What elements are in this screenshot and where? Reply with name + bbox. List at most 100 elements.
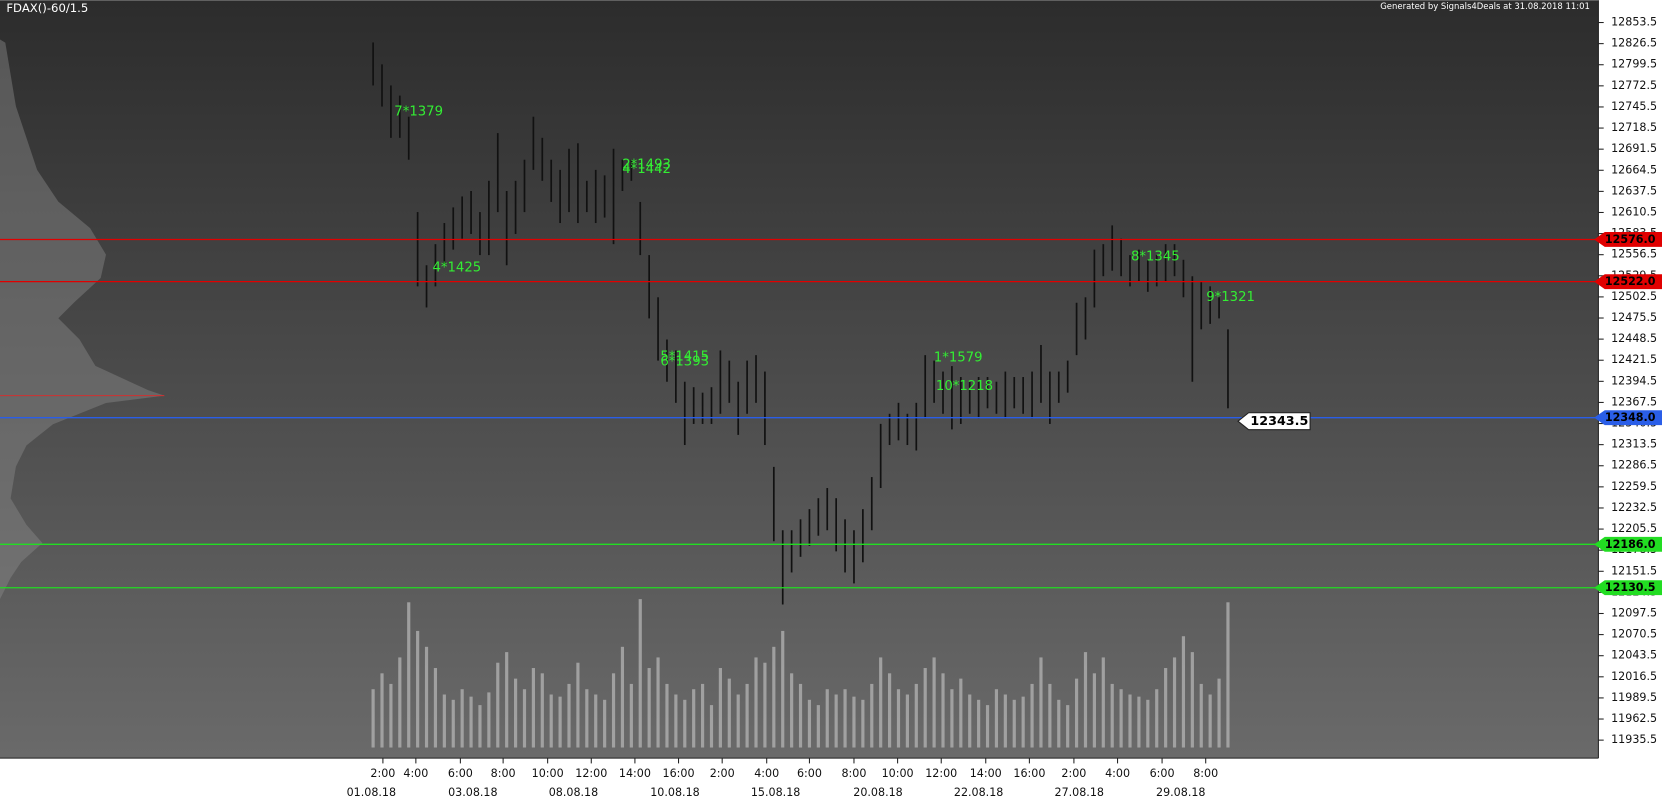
volume-bar xyxy=(870,683,874,748)
y-tick-label: 12664.5 xyxy=(1611,163,1657,176)
volume-bar xyxy=(985,705,990,748)
volume-bar xyxy=(1119,689,1123,748)
volume-bar xyxy=(531,668,535,748)
volume-bar xyxy=(887,673,892,748)
trade-annotation: 10*1218 xyxy=(936,379,993,394)
y-tick-label: 12421.5 xyxy=(1611,353,1657,366)
x-date-label: 20.08.18 xyxy=(853,786,902,799)
volume-bar xyxy=(1164,668,1168,748)
y-tick-label: 12718.5 xyxy=(1611,121,1657,134)
volume-bar xyxy=(896,689,901,748)
y-tick-label: 12853.5 xyxy=(1611,16,1657,29)
trade-annotation: 7*1379 xyxy=(394,105,443,120)
volume-bar xyxy=(505,652,509,748)
x-tick-label: 14:00 xyxy=(970,767,1002,780)
x-tick-label: 6:00 xyxy=(1150,767,1175,780)
volume-bar xyxy=(1057,699,1061,748)
volume-bar xyxy=(1181,636,1186,748)
chart-subtitle: Generated by Signals4Deals at 31.08.2018… xyxy=(1380,1,1590,11)
level-label: 12522.0 xyxy=(1605,275,1656,288)
level-marker xyxy=(1594,232,1662,247)
y-tick-label: 12286.5 xyxy=(1611,459,1657,472)
volume-bar xyxy=(1003,694,1007,748)
y-tick-label: 12151.5 xyxy=(1611,564,1657,577)
x-date-label: 10.08.18 xyxy=(650,786,699,799)
volume-bar xyxy=(380,673,384,748)
volume-bar xyxy=(709,705,714,748)
volume-bar xyxy=(905,694,909,748)
trade-annotation: 4*1442 xyxy=(622,162,671,177)
volume-bar xyxy=(834,694,838,748)
volume-bar xyxy=(959,678,963,748)
y-tick-label: 12637.5 xyxy=(1611,184,1657,197)
trade-annotation: 4*1425 xyxy=(432,260,481,275)
volume-bar xyxy=(1092,673,1096,748)
x-date-label: 03.08.18 xyxy=(448,786,497,799)
volume-bar xyxy=(460,689,464,748)
y-tick-label: 12016.5 xyxy=(1611,670,1657,683)
volume-bar xyxy=(683,699,687,748)
y-tick-label: 12502.5 xyxy=(1611,290,1657,303)
volume-bar xyxy=(442,694,446,748)
level-marker xyxy=(1594,274,1662,290)
volume-bar xyxy=(389,683,393,748)
y-tick-label: 12826.5 xyxy=(1611,37,1657,50)
volume-bar xyxy=(1101,657,1105,748)
x-tick-label: 6:00 xyxy=(797,767,822,780)
volume-bar xyxy=(416,630,420,748)
trade-annotation: 5*1415 xyxy=(660,349,709,364)
volume-bar xyxy=(1199,683,1203,748)
volume-bar xyxy=(977,699,981,748)
last-price-box xyxy=(1237,412,1311,431)
volume-bar xyxy=(1110,683,1114,748)
volume-bar xyxy=(1048,683,1052,748)
y-tick-label: 12097.5 xyxy=(1611,606,1657,619)
volume-bar xyxy=(1021,696,1025,748)
y-tick-label: 12232.5 xyxy=(1611,501,1657,514)
volume-bar xyxy=(585,689,589,748)
volume-bar xyxy=(513,678,518,748)
x-date-label: 29.08.18 xyxy=(1156,786,1205,799)
volume-bar xyxy=(1030,683,1034,748)
trade-annotation: 2*1493 xyxy=(622,158,671,173)
volume-bar xyxy=(1217,678,1221,748)
x-date-label: 22.08.18 xyxy=(954,786,1003,799)
volume-bar xyxy=(923,668,927,748)
volume-bar xyxy=(861,699,865,748)
level-label: 12348.0 xyxy=(1605,411,1656,424)
volume-bar xyxy=(1137,696,1141,748)
plot-background xyxy=(0,0,1599,759)
volume-bar xyxy=(522,689,527,748)
volume-bar xyxy=(656,657,660,748)
y-tick-label: 12610.5 xyxy=(1611,205,1657,218)
volume-bar xyxy=(852,696,856,748)
y-tick-label: 11989.5 xyxy=(1611,691,1657,704)
volume-bar xyxy=(879,657,883,748)
volume-bar xyxy=(1190,652,1194,748)
volume-bar xyxy=(1128,694,1132,748)
x-tick-label: 6:00 xyxy=(448,767,473,780)
volume-bar xyxy=(603,699,607,748)
volume-bar xyxy=(950,689,954,748)
chart-title: FDAX()-60/1.5 xyxy=(6,1,88,15)
y-tick-label: 12259.5 xyxy=(1611,480,1657,493)
x-tick-label: 16:00 xyxy=(1013,767,1045,780)
volume-bar xyxy=(629,683,633,748)
x-tick-label: 12:00 xyxy=(575,767,607,780)
volume-bar xyxy=(549,694,553,748)
y-tick-label: 12313.5 xyxy=(1611,438,1657,451)
volume-bar xyxy=(1039,657,1043,748)
x-tick-label: 10:00 xyxy=(882,767,914,780)
y-tick-label: 12475.5 xyxy=(1611,311,1657,324)
level-marker xyxy=(1594,410,1662,426)
volume-bar xyxy=(487,692,491,748)
y-tick-label: 12448.5 xyxy=(1611,332,1657,345)
x-tick-label: 14:00 xyxy=(619,767,651,780)
y-tick-label: 12205.5 xyxy=(1611,522,1657,535)
volume-bar xyxy=(736,694,740,748)
y-tick-label: 12394.5 xyxy=(1611,374,1657,387)
volume-bar xyxy=(674,694,678,748)
volume-bar xyxy=(781,630,785,748)
volume-bar xyxy=(398,657,402,748)
